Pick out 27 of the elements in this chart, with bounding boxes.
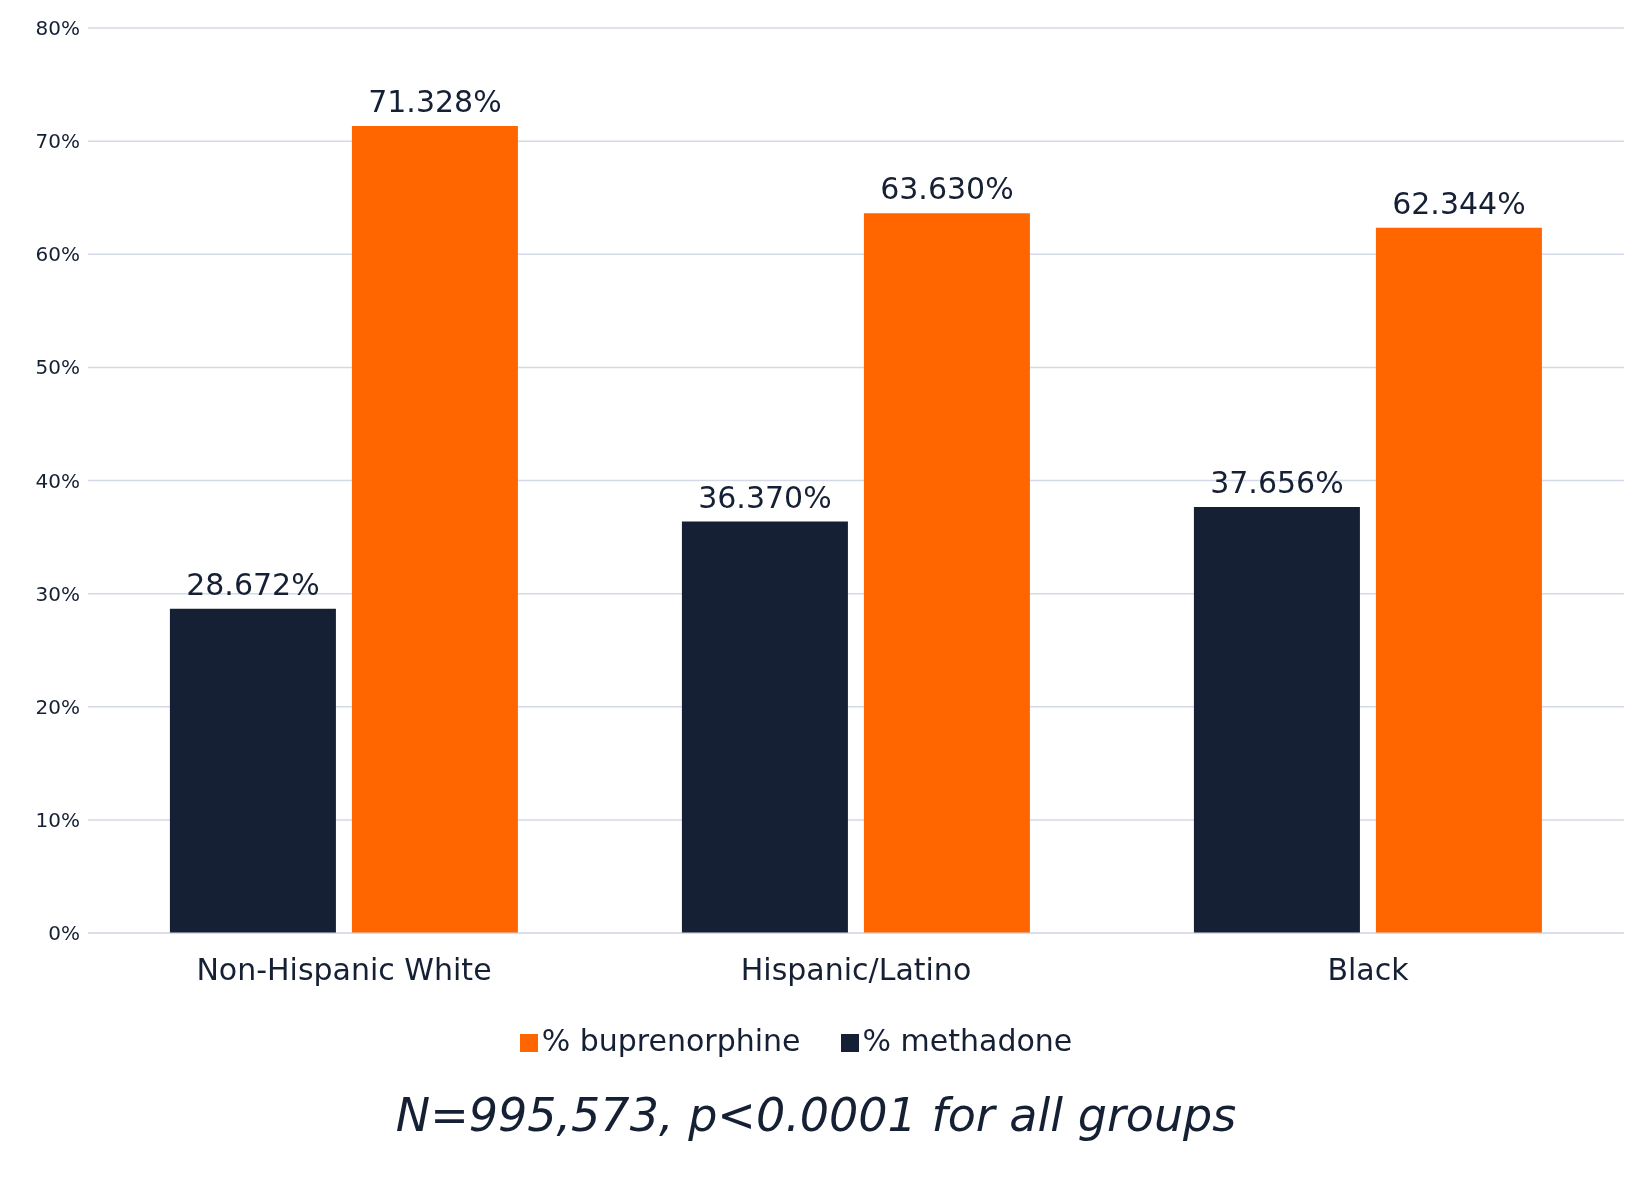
bar — [351, 126, 518, 933]
data-label: 28.672% — [186, 566, 320, 602]
legend-label: % buprenorphine — [541, 1023, 801, 1058]
y-tick-label: 70% — [35, 129, 80, 154]
data-label: 71.328% — [368, 84, 502, 120]
bar — [1375, 227, 1542, 933]
x-tick-label: Hispanic/Latino — [740, 952, 972, 988]
y-tick-label: 0% — [48, 921, 80, 946]
data-label: 37.656% — [1210, 465, 1344, 501]
data-label: 36.370% — [698, 479, 832, 515]
legend-label: % methadone — [862, 1023, 1073, 1058]
y-tick-label: 80% — [35, 16, 80, 41]
bar — [169, 608, 336, 933]
y-tick-label: 40% — [35, 468, 80, 493]
x-tick-label: Black — [1327, 952, 1410, 988]
y-tick-label: 30% — [35, 581, 80, 606]
x-tick-label: Non-Hispanic White — [196, 952, 492, 988]
text: N=995,573, p<0.0001 for all groups — [394, 1088, 1238, 1142]
y-tick-label: 10% — [35, 807, 80, 832]
bar — [863, 213, 1030, 933]
y-tick-label: 50% — [35, 355, 80, 380]
y-tick-label: 60% — [35, 242, 80, 267]
data-label: 62.344% — [1392, 185, 1526, 221]
data-label: 63.630% — [880, 171, 1014, 207]
y-tick-label: 20% — [35, 694, 80, 719]
bar — [681, 521, 848, 933]
bar — [1193, 507, 1360, 933]
